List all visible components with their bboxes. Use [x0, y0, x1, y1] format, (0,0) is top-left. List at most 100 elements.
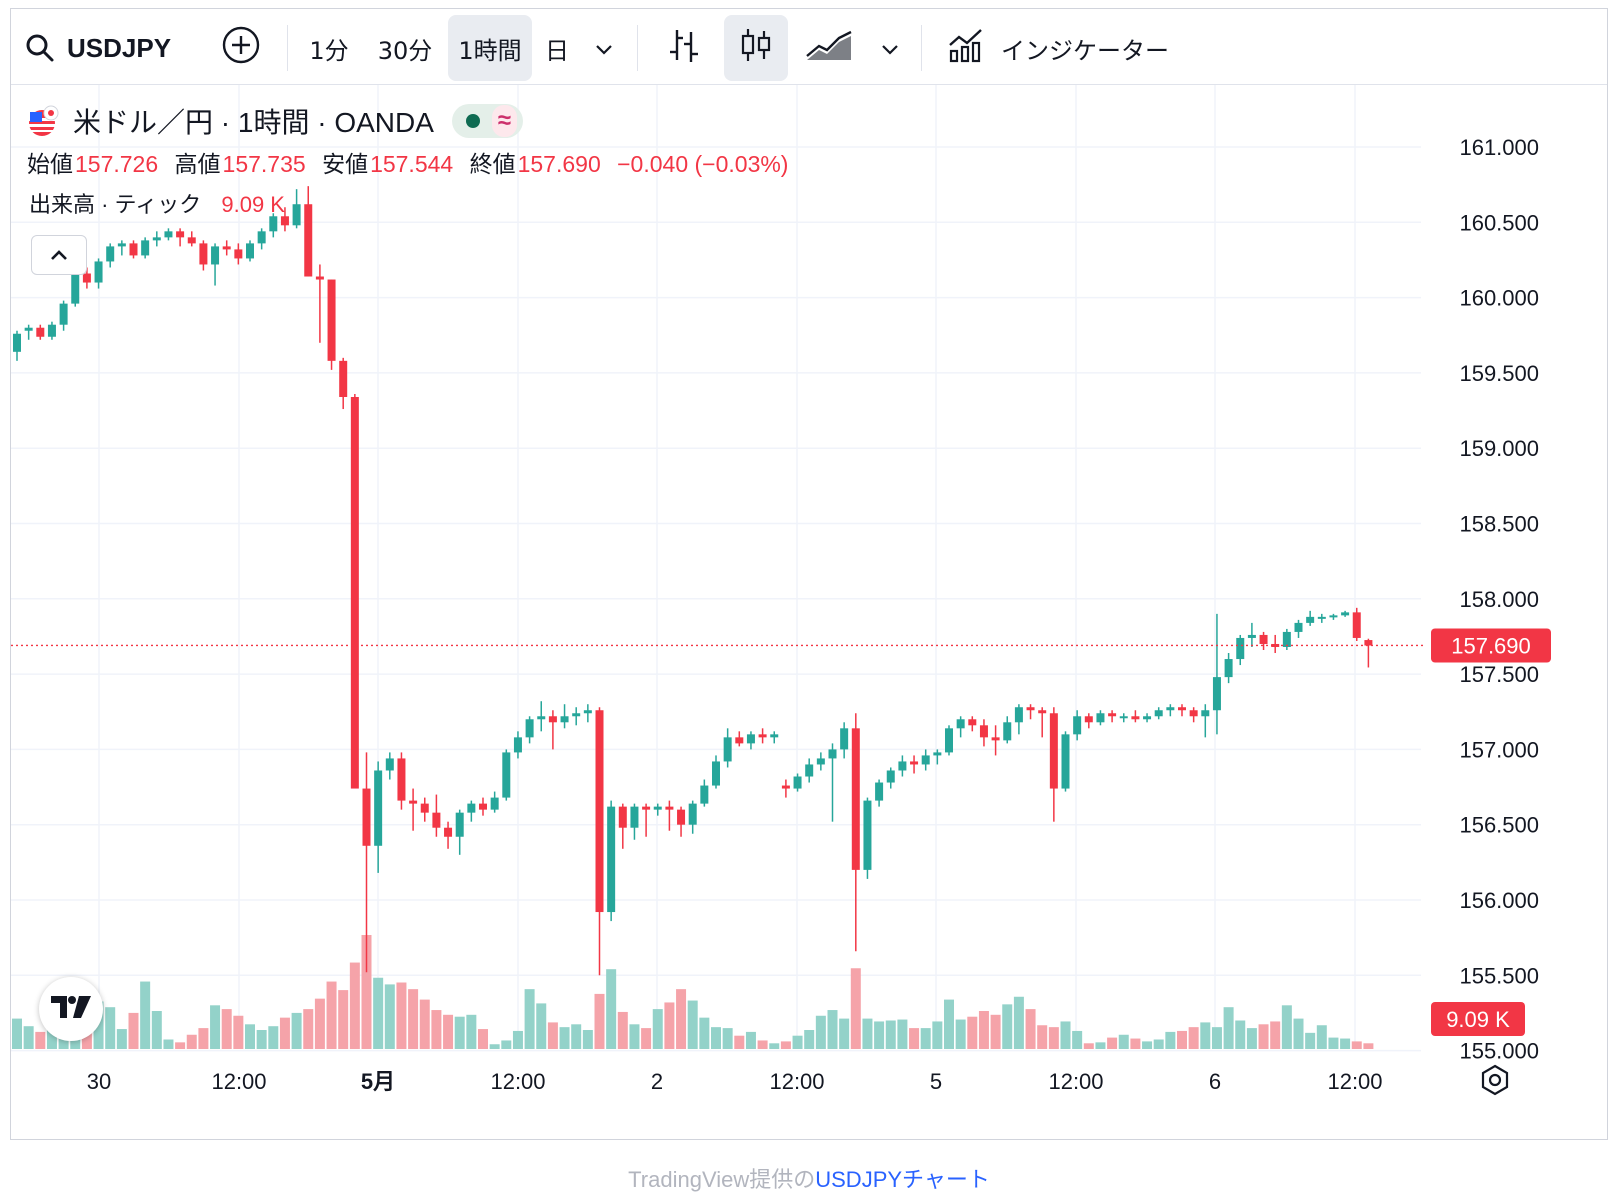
candle-body [479, 803, 487, 810]
symbol-label: USDJPY [67, 32, 172, 63]
volume-bar [839, 1018, 850, 1049]
volume-bar [1258, 1024, 1269, 1049]
ohlc-row: 始値157.726 高値157.735 安値157.544 終値157.690 … [27, 145, 788, 179]
candle-body [875, 782, 884, 801]
high-label: 高値 [174, 151, 221, 177]
area-chart-type-button[interactable] [803, 15, 855, 81]
attribution-link[interactable]: USDJPYチャート [815, 1167, 990, 1192]
volume-bar [547, 1022, 558, 1049]
time-axis-label: 12:00 [211, 1069, 266, 1094]
candle-body [1247, 634, 1256, 638]
chart-canvas[interactable]: 30 12:00 5月 12:00 2 12:00 5 12:00 6 12:00 161.000 1… [11, 85, 1607, 1139]
price-axis-label: 159.000 [1459, 436, 1539, 461]
volume-bar [1316, 1025, 1327, 1049]
close-value: 157.690 [517, 151, 601, 177]
candle-body [71, 273, 80, 304]
interval-label: 1時間 [458, 36, 522, 65]
toolbar-divider [921, 25, 922, 71]
candle-body [607, 806, 616, 913]
candle-body [339, 360, 348, 397]
candle-body [781, 785, 790, 789]
volume-bar [652, 1009, 663, 1049]
interval-1hour[interactable]: 1時間 [448, 15, 532, 81]
volume-bar [932, 1021, 943, 1049]
candle-body [770, 734, 779, 738]
candle-body [36, 327, 45, 337]
volume-bar [792, 1035, 803, 1049]
collapse-legend-button[interactable] [31, 235, 87, 275]
candle-body [513, 737, 522, 753]
settings-icon[interactable] [1481, 1064, 1509, 1096]
volume-bar [1072, 1030, 1083, 1049]
candle-body [1038, 710, 1047, 714]
volume-bar [874, 1021, 885, 1049]
candle-chart-type-button[interactable] [724, 15, 788, 81]
candle-body [455, 812, 464, 837]
candle-body [106, 246, 115, 262]
toolbar-divider [637, 25, 638, 71]
candle-body [187, 237, 196, 244]
candle-body [735, 737, 744, 744]
search-icon [25, 33, 55, 63]
volume-bar [163, 1039, 174, 1049]
candle-body [1259, 634, 1268, 644]
volume-bar [245, 1024, 255, 1049]
volume-label: 出来高 · ティック [29, 192, 202, 217]
area-chart-icon [805, 28, 853, 68]
candle-body [1189, 710, 1198, 717]
candle-body [141, 240, 150, 256]
volume-bar [1002, 1004, 1013, 1049]
symbol-search[interactable]: USDJPY [25, 15, 171, 81]
market-status-badge[interactable]: ≈ [451, 104, 524, 138]
volume-bar [1118, 1034, 1129, 1049]
candle-body [246, 243, 254, 259]
candles-icon [739, 26, 773, 70]
volume-bar [920, 1028, 931, 1049]
interval-day[interactable]: 日 [539, 15, 575, 81]
volume-bar [454, 1016, 465, 1049]
volume-bar [990, 1014, 1001, 1049]
candle-body [1154, 710, 1163, 717]
volume-bar [722, 1028, 733, 1049]
compare-button[interactable] [219, 15, 263, 81]
indicators-button[interactable]: インジケーター [947, 15, 1169, 81]
candle-body [397, 758, 406, 801]
volume-bar [1235, 1020, 1246, 1049]
tradingview-logo[interactable] [39, 977, 103, 1041]
price-axis-label: 157.500 [1459, 662, 1539, 687]
volume-bar [757, 1040, 768, 1049]
volume-bar [804, 1030, 815, 1049]
volume-bar [1200, 1022, 1211, 1049]
open-label: 始値 [27, 151, 73, 177]
chart-type-dropdown[interactable] [875, 15, 905, 81]
last-price-label: 157.690 [1451, 633, 1531, 658]
volume-bar [582, 1030, 593, 1049]
candle-body [234, 249, 243, 259]
candle-body [921, 755, 930, 765]
candle-body [793, 776, 802, 789]
interval-dropdown[interactable] [589, 15, 619, 81]
interval-30min[interactable]: 30分 [367, 15, 443, 81]
volume-bar [256, 1030, 267, 1049]
candle-body [1178, 707, 1186, 711]
candle-body [24, 327, 33, 331]
candle-body [444, 827, 453, 837]
time-axis-label: 5月 [361, 1069, 395, 1094]
volume-bar [466, 1014, 477, 1049]
candle-body [956, 719, 965, 729]
interval-1min[interactable]: 1分 [301, 15, 357, 81]
volume-bar [734, 1035, 745, 1049]
volume-bar [1048, 1027, 1059, 1049]
candle-body [82, 273, 91, 283]
volume-bar [524, 989, 535, 1049]
toolbar: USDJPY 1分 30分 1時間 日 [11, 9, 1607, 85]
chevron-down-icon [881, 34, 899, 62]
toolbar-divider [287, 25, 288, 71]
volume-bar [850, 968, 861, 1049]
candle-body [59, 303, 68, 325]
volume-bar [431, 1010, 442, 1049]
us-flag-icon [27, 104, 61, 138]
market-open-dot-icon [465, 114, 480, 128]
bar-chart-type-button[interactable] [661, 15, 707, 81]
candle-body [1364, 640, 1373, 646]
